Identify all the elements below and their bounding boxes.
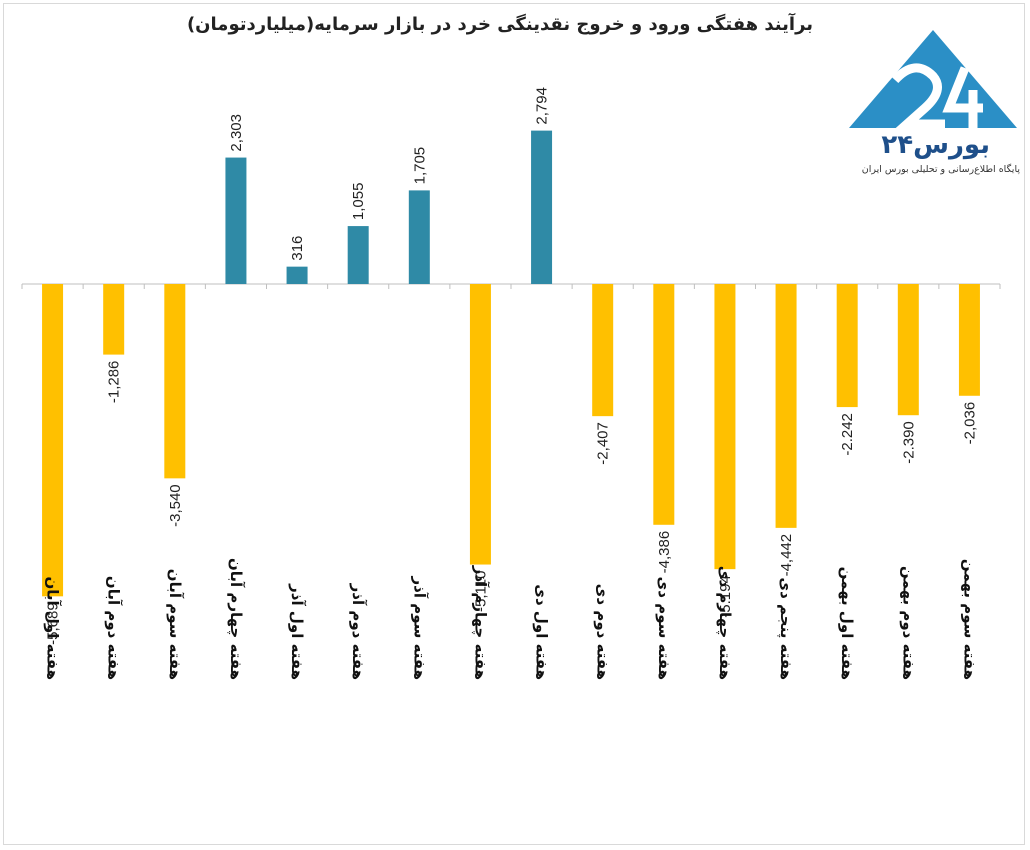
- category-label-15: هفته دوم بهمن: [899, 566, 917, 680]
- bar-15: [897, 284, 919, 416]
- data-label-3: -3,540: [167, 484, 184, 527]
- category-label-8: هفته چهارم آذر: [470, 565, 489, 680]
- category-label-7: هفته سوم آذر: [410, 576, 428, 680]
- category-label-3: هفته سوم آبان: [166, 569, 184, 680]
- bar-6: [347, 226, 369, 284]
- bar-7: [408, 190, 430, 284]
- chart-frame: [3, 3, 1025, 845]
- category-label-5: هفته اول آذر: [288, 583, 306, 680]
- logo-name: بورس۲۴: [881, 130, 990, 160]
- category-label-11: هفته سوم دی: [655, 577, 673, 680]
- category-label-12: هفته چهارم دی: [715, 566, 734, 680]
- data-label-16: -2,036: [961, 402, 978, 445]
- bar-10: [592, 284, 614, 417]
- chart-title: برآیند هفتگی ورود و خروج نقدینگی خرد در …: [186, 14, 814, 35]
- data-label-15: -2.390: [900, 421, 917, 464]
- bar-2: [103, 284, 125, 355]
- data-label-10: -2,407: [595, 422, 612, 465]
- bar-3: [164, 284, 186, 479]
- category-label-1: هفته اول آبان: [44, 576, 62, 680]
- data-label-12: -5.194: [717, 575, 734, 618]
- data-label-5: 316: [289, 236, 306, 261]
- bar-16: [958, 284, 980, 396]
- bar-8: [469, 284, 491, 565]
- data-label-11: -4,386: [656, 531, 673, 574]
- category-label-13: هفته پنجم دی: [776, 577, 795, 680]
- bar-12: [714, 284, 736, 570]
- data-label-6: 1,055: [350, 183, 367, 221]
- category-label-4: هفته چهارم آبان: [226, 558, 245, 680]
- bar-1: [42, 284, 64, 597]
- bar-4: [225, 157, 247, 284]
- category-label-10: هفته دوم دی: [594, 584, 612, 680]
- category-label-16: هفته سوم بهمن: [960, 559, 978, 680]
- data-label-2: -1,286: [106, 361, 123, 404]
- category-label-2: هفته دوم آبان: [105, 576, 123, 680]
- category-label-14: هفته اول بهمن: [838, 567, 856, 680]
- data-label-8: -5,110: [472, 571, 489, 612]
- data-label-13: -4,442: [778, 534, 795, 577]
- data-label-7: 1,705: [411, 147, 428, 185]
- bar-13: [775, 284, 797, 528]
- bar-14: [836, 284, 858, 408]
- logo-tagline: پایگاه اطلاع‌رسانی و تحلیلی بورس ایران: [861, 164, 1020, 175]
- bar-5: [286, 266, 308, 284]
- data-label-14: -2.242: [839, 413, 856, 456]
- data-label-1: -5,689: [45, 602, 62, 645]
- bar-11: [653, 284, 675, 525]
- bar-9: [531, 130, 553, 284]
- category-label-9: هفته اول دی: [533, 584, 551, 680]
- data-label-4: 2,303: [228, 114, 245, 152]
- data-label-9: 2,794: [534, 87, 551, 125]
- bourse24-logo-icon: [849, 30, 1017, 129]
- category-label-6: هفته دوم آذر: [349, 583, 367, 680]
